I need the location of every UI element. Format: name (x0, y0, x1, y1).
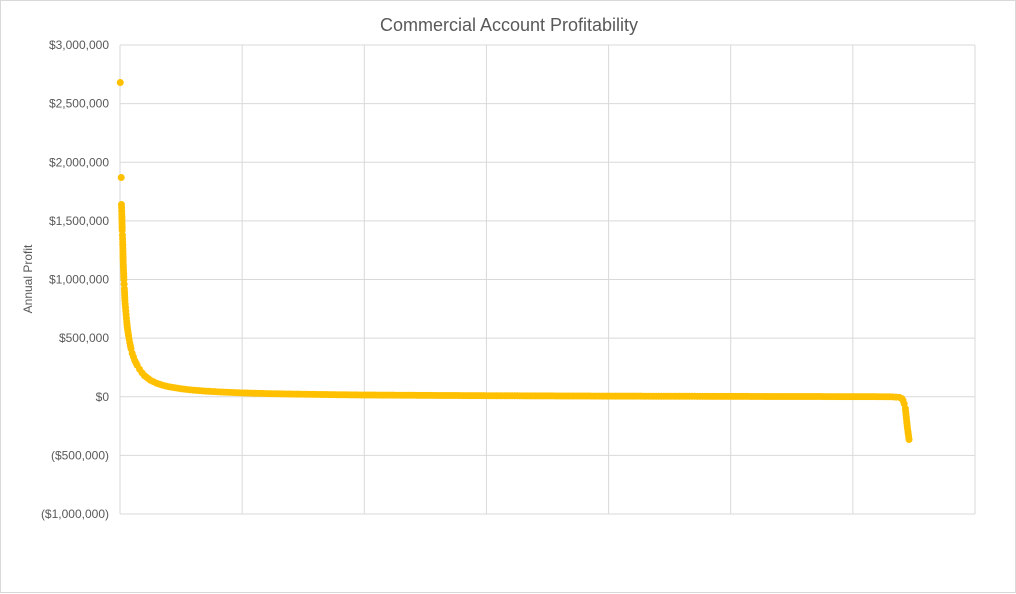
y-tick-label: ($500,000) (51, 448, 109, 462)
y-tick-label: ($1,000,000) (41, 507, 109, 521)
data-point (117, 173, 125, 181)
y-tick-label: $2,000,000 (49, 155, 109, 169)
data-point (116, 79, 124, 87)
y-tick-labels: $3,000,000 $2,500,000 $2,000,000 $1,500,000… (41, 38, 109, 521)
y-tick-label: $3,000,000 (49, 38, 109, 52)
data-points (116, 79, 913, 444)
chart-title: Commercial Account Profitability (380, 15, 638, 35)
y-tick-label: $1,500,000 (49, 214, 109, 228)
y-axis-label: Annual Profit (21, 244, 35, 313)
y-tick-label: $500,000 (59, 331, 109, 345)
y-tick-label: $0 (96, 390, 110, 404)
y-tick-label: $2,500,000 (49, 97, 109, 111)
y-tick-label: $1,000,000 (49, 273, 109, 287)
data-point (905, 436, 913, 444)
gridlines (119, 44, 976, 515)
